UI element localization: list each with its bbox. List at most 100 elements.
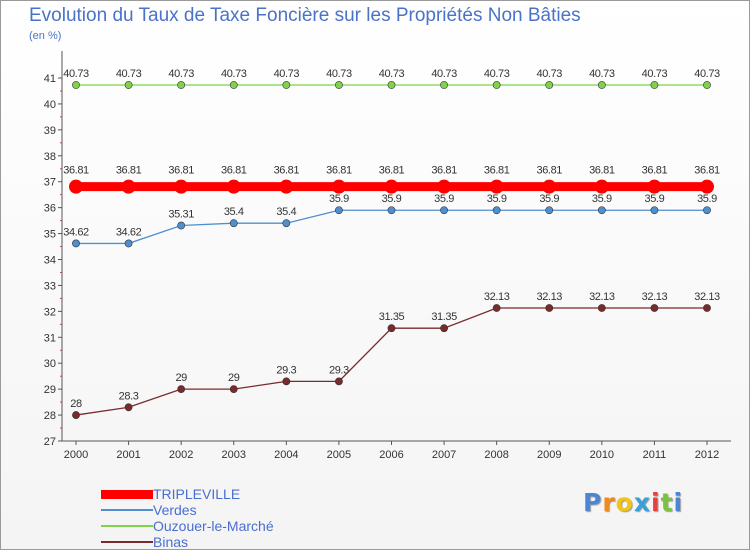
y-tick-label: 34 bbox=[44, 255, 56, 267]
x-tick-label: 2011 bbox=[643, 449, 667, 461]
data-point bbox=[492, 206, 501, 215]
proxiti-logo: Proxiti bbox=[583, 488, 684, 517]
legend-label: Binas bbox=[153, 534, 189, 550]
y-tick-label: 28 bbox=[44, 410, 56, 422]
data-label: 35.9 bbox=[592, 193, 612, 205]
data-point bbox=[174, 179, 189, 194]
data-label: 36.81 bbox=[694, 165, 720, 177]
data-label: 40.73 bbox=[484, 68, 510, 80]
data-label: 40.73 bbox=[326, 68, 352, 80]
data-point bbox=[177, 81, 186, 89]
data-point bbox=[545, 206, 554, 215]
series-line-3 bbox=[75, 307, 707, 416]
data-label: 32.13 bbox=[484, 291, 510, 303]
data-point bbox=[647, 179, 662, 194]
data-label: 29.3 bbox=[329, 364, 349, 376]
legend-label: TRIPLEVILLE bbox=[153, 486, 241, 502]
data-point bbox=[72, 81, 80, 89]
data-label: 36.81 bbox=[431, 165, 457, 177]
data-label: 40.73 bbox=[536, 68, 562, 80]
data-point bbox=[387, 81, 396, 89]
data-label: 35.9 bbox=[434, 193, 454, 205]
data-point bbox=[121, 179, 136, 194]
data-label: 29 bbox=[228, 372, 240, 384]
data-label: 36.81 bbox=[274, 165, 300, 177]
data-point bbox=[597, 206, 606, 215]
data-label: 34.62 bbox=[63, 226, 89, 238]
y-tick-label: 35 bbox=[44, 229, 56, 241]
data-label: 40.73 bbox=[116, 68, 142, 80]
y-tick-label: 39 bbox=[44, 125, 56, 137]
data-point bbox=[545, 304, 554, 312]
legend-item: Verdes bbox=[101, 502, 274, 518]
x-tick-label: 2003 bbox=[222, 449, 246, 461]
data-point bbox=[226, 179, 241, 194]
data-label: 36.81 bbox=[116, 165, 142, 177]
data-point bbox=[69, 179, 83, 194]
data-point bbox=[492, 81, 501, 89]
data-point bbox=[597, 304, 606, 312]
data-point bbox=[489, 179, 504, 194]
x-tick-label: 2012 bbox=[695, 449, 719, 461]
data-label: 36.81 bbox=[221, 165, 247, 177]
data-point bbox=[492, 304, 501, 312]
legend-swatch bbox=[101, 525, 153, 527]
x-tick-label: 2007 bbox=[432, 449, 456, 461]
data-label: 40.73 bbox=[642, 68, 668, 80]
data-point bbox=[177, 221, 186, 230]
data-label: 36.81 bbox=[536, 165, 562, 177]
data-label: 36.81 bbox=[642, 165, 668, 177]
data-label: 40.73 bbox=[274, 68, 300, 80]
data-label: 40.73 bbox=[221, 68, 247, 80]
data-label: 28.3 bbox=[119, 390, 139, 402]
data-point bbox=[177, 385, 186, 394]
data-point bbox=[331, 179, 346, 194]
data-point bbox=[335, 81, 343, 89]
data-label: 36.81 bbox=[63, 165, 89, 177]
data-point bbox=[542, 179, 557, 194]
data-label: 36.81 bbox=[326, 165, 352, 177]
x-tick-label: 2008 bbox=[484, 449, 508, 461]
data-point bbox=[72, 239, 80, 248]
y-tick-label: 37 bbox=[44, 177, 56, 189]
chart-legend: TRIPLEVILLE Verdes Ouzouer-le-Marché Binas bbox=[101, 486, 274, 550]
data-point bbox=[124, 403, 133, 412]
data-point bbox=[597, 81, 606, 89]
x-tick-label: 2002 bbox=[169, 449, 193, 461]
x-tick-label: 2000 bbox=[64, 449, 88, 461]
data-label: 35.9 bbox=[487, 193, 507, 205]
data-point bbox=[229, 219, 238, 228]
x-tick-label: 2009 bbox=[537, 449, 561, 461]
data-point bbox=[440, 81, 448, 89]
data-point bbox=[545, 81, 554, 89]
data-label: 35.9 bbox=[539, 193, 559, 205]
chart-subtitle: (en %) bbox=[29, 30, 62, 42]
data-label: 40.73 bbox=[589, 68, 615, 80]
data-point bbox=[703, 81, 711, 89]
data-point bbox=[229, 81, 238, 89]
y-tick-label: 33 bbox=[44, 280, 56, 292]
data-point bbox=[437, 179, 452, 194]
y-tick-label: 36 bbox=[44, 203, 56, 215]
data-label: 40.73 bbox=[63, 68, 89, 80]
legend-swatch bbox=[101, 489, 153, 499]
data-point bbox=[700, 179, 714, 194]
data-label: 35.9 bbox=[382, 193, 402, 205]
data-label: 36.81 bbox=[168, 165, 194, 177]
data-label: 28 bbox=[70, 398, 82, 410]
data-point bbox=[387, 324, 396, 333]
data-label: 35.31 bbox=[168, 209, 194, 221]
legend-item: TRIPLEVILLE bbox=[101, 486, 274, 502]
data-point bbox=[650, 81, 659, 89]
data-point bbox=[124, 239, 133, 248]
legend-label: Verdes bbox=[153, 502, 197, 518]
data-point bbox=[650, 206, 659, 215]
data-label: 29.3 bbox=[276, 364, 296, 376]
data-label: 36.81 bbox=[379, 165, 405, 177]
y-tick-label: 41 bbox=[44, 73, 56, 85]
legend-label: Ouzouer-le-Marché bbox=[153, 518, 274, 534]
data-point bbox=[282, 81, 291, 89]
data-point bbox=[282, 377, 291, 386]
